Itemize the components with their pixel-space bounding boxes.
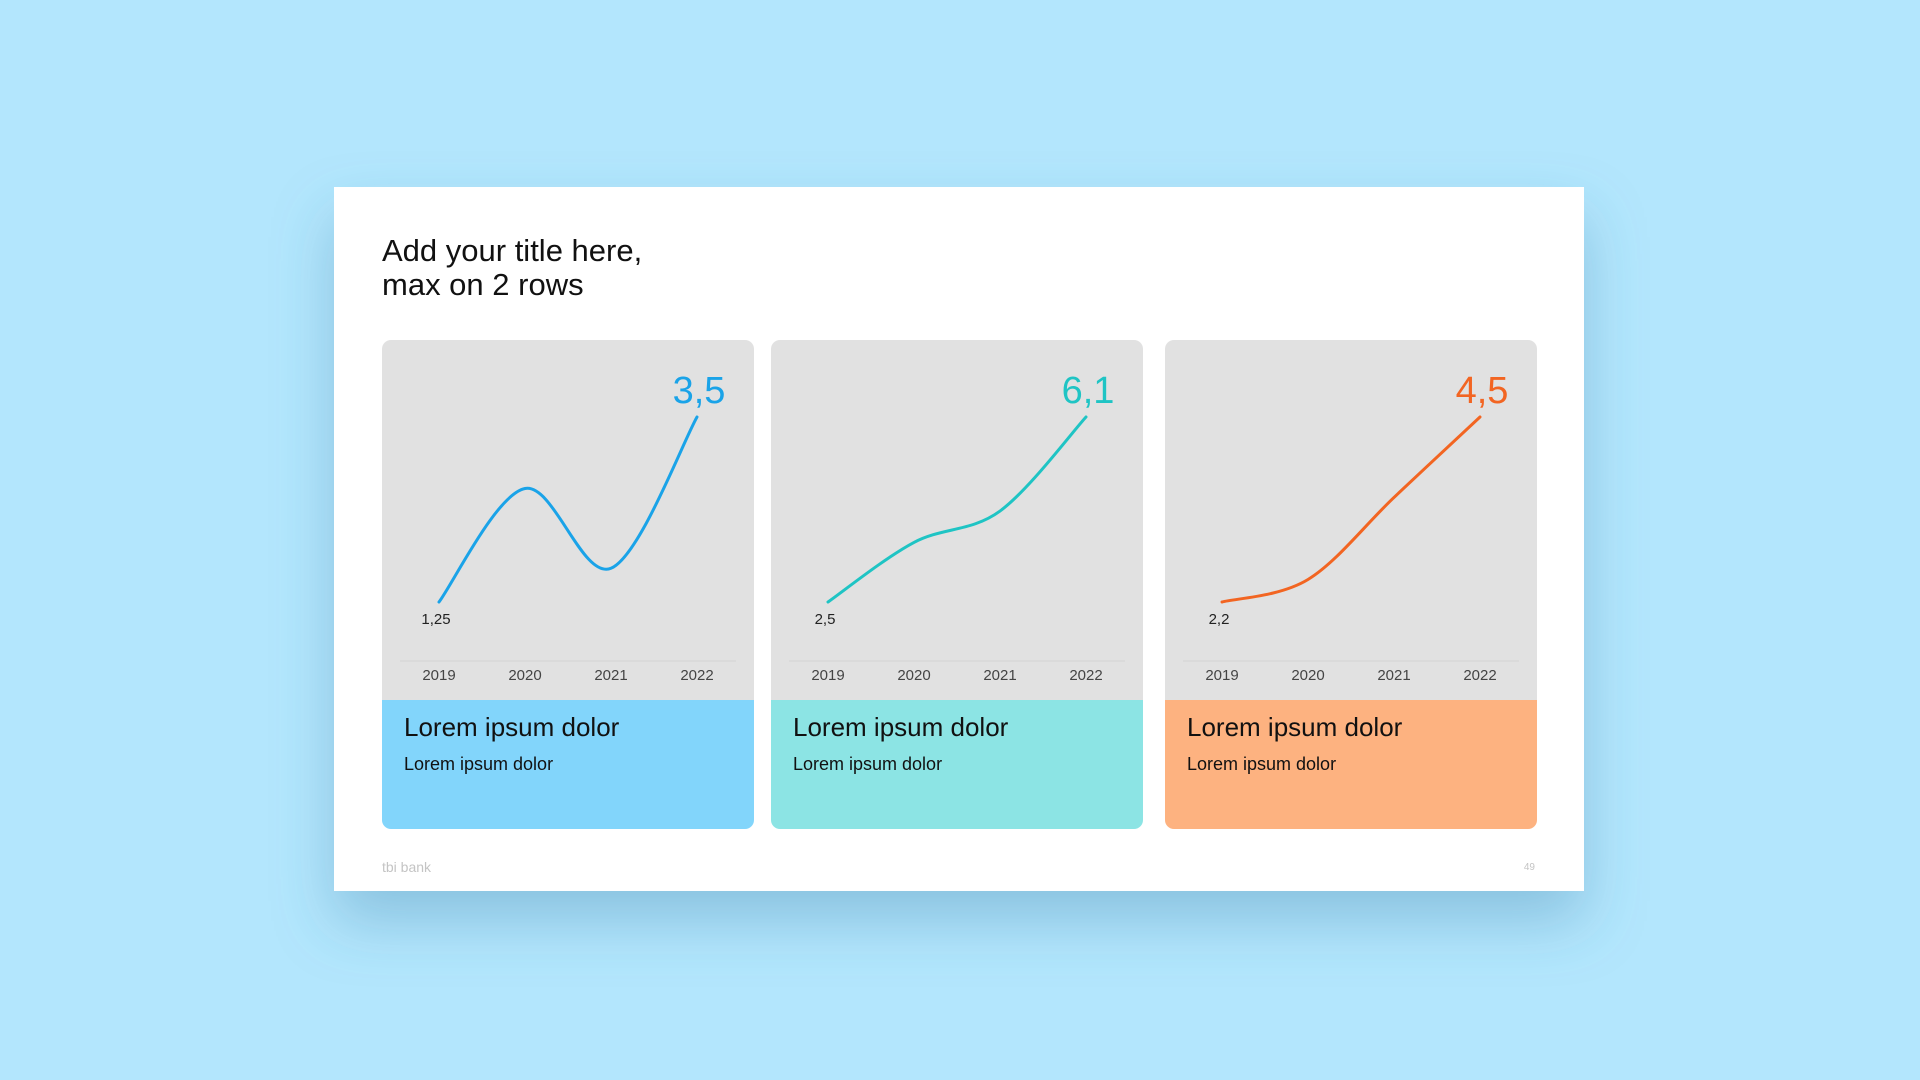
x-tick-label: 2022 bbox=[1069, 667, 1102, 684]
caption-card bbox=[771, 700, 1143, 829]
caption-text: Lorem ipsum dolor bbox=[404, 754, 553, 774]
x-tick-label: 2019 bbox=[422, 667, 455, 684]
caption-card-top bbox=[771, 700, 1143, 712]
slide-title: Add your title here, bbox=[382, 233, 642, 268]
caption-heading: Lorem ipsum dolor bbox=[793, 712, 1009, 742]
caption-text: Lorem ipsum dolor bbox=[1187, 754, 1336, 774]
x-tick-label: 2021 bbox=[983, 667, 1016, 684]
footer-brand: tbi bank bbox=[382, 859, 432, 875]
chart-card bbox=[1165, 340, 1537, 720]
value-label: 2,5 bbox=[815, 611, 836, 628]
slide-title: max on 2 rows bbox=[382, 267, 584, 302]
value-label: 2,2 bbox=[1209, 611, 1230, 628]
page-number: 49 bbox=[1524, 862, 1536, 873]
line bbox=[826, 415, 1088, 604]
x-tick-label: 2021 bbox=[1377, 667, 1410, 684]
caption-card-top bbox=[382, 700, 754, 712]
caption-card-top bbox=[1165, 700, 1537, 712]
x-tick-label: 2019 bbox=[811, 667, 844, 684]
x-tick-label: 2019 bbox=[1205, 667, 1238, 684]
x-tick-label: 2022 bbox=[1463, 667, 1496, 684]
caption-text: Lorem ipsum dolor bbox=[793, 754, 942, 774]
x-tick-label: 2020 bbox=[1291, 667, 1324, 684]
line bbox=[1220, 415, 1482, 604]
value-label: 1,25 bbox=[421, 611, 450, 628]
caption-card bbox=[382, 700, 754, 829]
caption-card bbox=[1165, 700, 1537, 829]
caption-heading: Lorem ipsum dolor bbox=[404, 712, 620, 742]
line bbox=[437, 415, 699, 604]
x-tick-label: 2020 bbox=[508, 667, 541, 684]
x-tick-label: 2020 bbox=[897, 667, 930, 684]
x-tick-label: 2021 bbox=[594, 667, 627, 684]
caption-heading: Lorem ipsum dolor bbox=[1187, 712, 1403, 742]
x-tick-label: 2022 bbox=[680, 667, 713, 684]
value-label: 6,1 bbox=[1062, 370, 1115, 412]
value-label: 4,5 bbox=[1456, 370, 1509, 412]
value-label: 3,5 bbox=[673, 370, 726, 412]
